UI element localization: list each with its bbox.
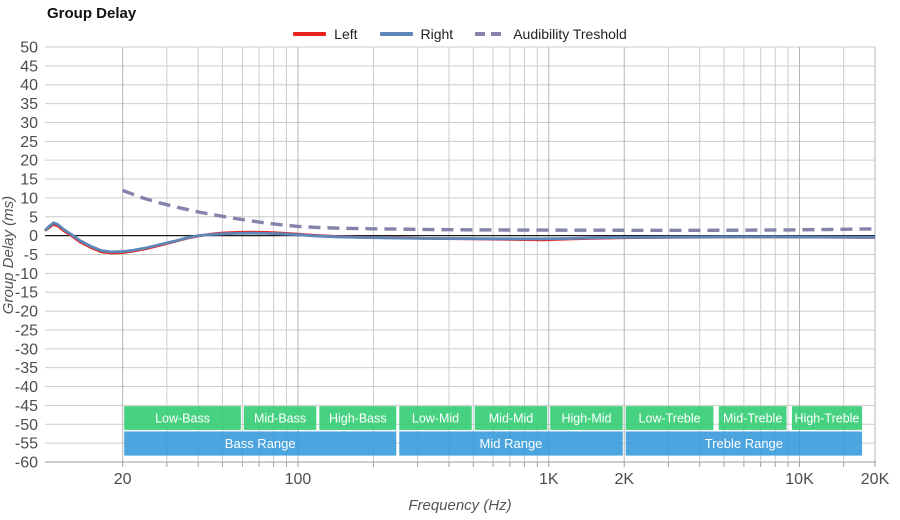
y-tick-label: -30: [15, 341, 38, 358]
band-mid-bass: [243, 406, 317, 430]
y-tick-label: -5: [24, 247, 38, 264]
band-low-bass: [124, 406, 241, 430]
band-label-mid-bass: Mid-Bass: [254, 412, 306, 426]
band-bass-range: [124, 431, 397, 456]
x-tick-label: 20: [114, 471, 132, 488]
band-mid-mid: [474, 406, 548, 430]
band-label-low-treble: Low-Treble: [639, 412, 701, 426]
legend-swatch-audibility-treshold: [475, 32, 506, 36]
y-tick-label: -40: [15, 379, 38, 396]
y-tick-label: -15: [15, 285, 38, 302]
h-gridlines: [45, 46, 875, 463]
legend-swatch-left: [293, 32, 327, 36]
series-right: [44, 221, 876, 254]
band-label-low-mid: Low-Mid: [412, 412, 459, 426]
frequency-bands: Low-Bass Mid-Bass High-Bass Low-Mid Mid-Mid H…: [124, 406, 863, 456]
y-tick-label: -25: [15, 322, 38, 339]
y-tick-label: 10: [20, 190, 38, 207]
y-tick-label: -50: [15, 417, 38, 434]
v-gridlines: [122, 47, 876, 462]
y-tick-label: 45: [20, 58, 38, 75]
x-tick-label: 10K: [785, 471, 814, 488]
y-tick-label: -55: [15, 436, 38, 453]
x-axis-ticks: [122, 462, 876, 467]
y-tick-label: 15: [20, 172, 38, 189]
legend-label-audibility-treshold: Audibility Treshold: [513, 26, 627, 42]
x-tick-labels: 20 100 1K 2K 10K 20K: [114, 471, 890, 488]
y-tick-label: 20: [20, 153, 38, 170]
legend-item-left: Left: [293, 26, 358, 42]
series-audibility-treshold: [122, 188, 876, 233]
y-tick-label: -20: [15, 304, 38, 321]
legend-label-left: Left: [334, 26, 358, 42]
y-tick-label: -35: [15, 360, 38, 377]
y-tick-label: 40: [20, 77, 38, 94]
x-tick-label: 2K: [614, 471, 634, 488]
band-mid-range: [399, 431, 623, 456]
band-mid-treble: [718, 406, 787, 430]
y-tick-label: -45: [15, 398, 38, 415]
band-label-mid-mid: Mid-Mid: [489, 412, 533, 426]
y-tick-label: 5: [29, 209, 38, 226]
y-tick-label: 30: [20, 115, 38, 132]
band-high-mid: [550, 406, 623, 430]
legend-label-right: Right: [420, 26, 454, 42]
legend: Left Right Audibility Treshold: [45, 26, 875, 42]
band-label-low-bass: Low-Bass: [155, 412, 210, 426]
band-label-mid-treble: Mid-Treble: [723, 412, 782, 426]
band-low-mid: [399, 406, 472, 430]
band-label-mid-range: Mid Range: [480, 436, 543, 451]
band-label-high-bass: High-Bass: [329, 412, 387, 426]
band-label-high-mid: High-Mid: [561, 412, 611, 426]
x-tick-label: 100: [285, 471, 312, 488]
band-low-treble: [625, 406, 714, 430]
band-label-bass-range: Bass Range: [225, 436, 296, 451]
band-high-treble: [791, 406, 863, 430]
x-tick-label: 1K: [539, 471, 559, 488]
legend-item-right: Right: [379, 26, 454, 42]
x-axis-title: Frequency (Hz): [408, 497, 512, 514]
y-tick-label: 25: [20, 134, 38, 151]
band-treble-range: [625, 431, 863, 456]
chart-title: Group Delay: [47, 5, 137, 22]
y-tick-label: -10: [15, 266, 38, 283]
y-tick-label: 35: [20, 96, 38, 113]
legend-swatch-right: [379, 32, 413, 36]
y-tick-label: 50: [20, 40, 38, 57]
band-label-high-treble: High-Treble: [795, 412, 860, 426]
y-tick-label: -60: [15, 455, 38, 472]
band-high-bass: [319, 406, 397, 430]
y-tick-labels: 50454035302520151050-5-10-15-20-25-30-35…: [15, 40, 38, 472]
x-tick-label: 20K: [861, 471, 890, 488]
legend-item-audibility-treshold: Audibility Treshold: [475, 26, 627, 42]
y-tick-label: 0: [29, 228, 38, 245]
band-label-treble-range: Treble Range: [705, 436, 783, 451]
